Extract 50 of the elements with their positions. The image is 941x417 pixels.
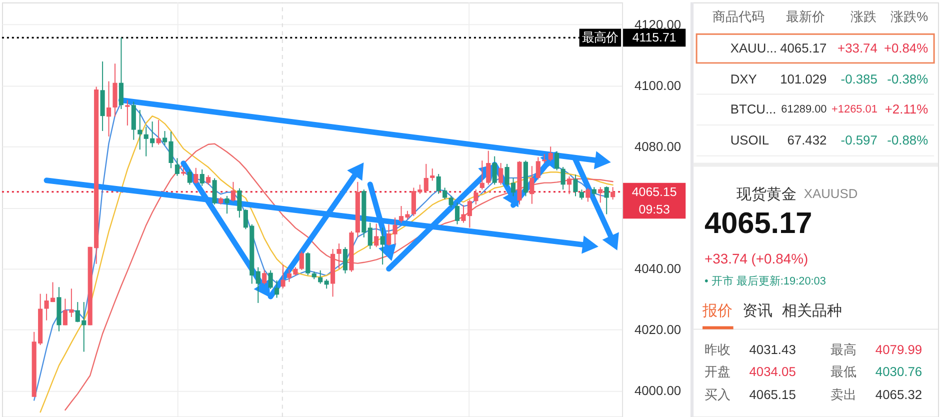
ref-line-label: 4065.15: [632, 184, 677, 199]
text: -0.88%: [887, 132, 929, 148]
text: 4065.15: [749, 386, 796, 402]
text: 67.432: [787, 132, 827, 148]
y-tick-label: 4040.00: [634, 260, 682, 276]
y-tick-label: 4100.00: [634, 78, 682, 94]
text: 现货黄金: [736, 186, 796, 204]
text: 最高: [830, 342, 857, 358]
text: +33.74: [838, 40, 878, 56]
text: 最低: [830, 364, 857, 379]
text: +0.84%: [884, 40, 929, 56]
text: +33.74 (+0.84%): [704, 250, 808, 267]
text: 相关品种: [782, 302, 842, 320]
text: USOIL: [730, 132, 770, 148]
text: • 开市 最后更新:19:20:03: [704, 274, 826, 288]
y-tick-label: 4000.00: [634, 382, 682, 398]
text: 4065.32: [875, 386, 922, 402]
text: 4034.05: [749, 364, 796, 379]
text: 101.029: [780, 71, 827, 86]
y-tick-label: 4020.00: [634, 322, 682, 337]
text: XAUU...: [730, 40, 777, 56]
text: 09:53: [638, 202, 670, 217]
text: 4065.17: [704, 206, 812, 240]
annotation: 最高价: [582, 30, 618, 45]
text: +2.11%: [884, 102, 929, 117]
text: 涨跌%: [890, 9, 929, 24]
ref-line-label: 4115.71: [632, 30, 676, 45]
text: 涨跌: [850, 9, 877, 24]
text: -0.385: [840, 71, 878, 86]
text: +1265.01: [832, 104, 878, 116]
text: 资讯: [742, 302, 772, 320]
text: 商品代码: [712, 9, 764, 24]
text: -0.38%: [887, 71, 929, 86]
text: 开盘: [704, 364, 731, 379]
text: 4030.76: [875, 364, 922, 379]
text: 61289.00: [781, 104, 827, 116]
text: 最新价: [786, 9, 825, 24]
text: 报价: [702, 302, 733, 320]
text: DXY: [730, 71, 758, 86]
text: 买入: [704, 386, 731, 402]
y-tick-label: 4120.00: [634, 17, 682, 32]
text: 4031.43: [749, 342, 796, 358]
text: 卖出: [830, 386, 857, 402]
text: 昨收: [704, 342, 731, 358]
y-tick-label: 4080.00: [634, 139, 682, 154]
text: 4065.17: [780, 40, 827, 56]
text: 4079.99: [875, 342, 922, 358]
text: BTCU...: [730, 102, 776, 117]
text: -0.597: [840, 132, 878, 148]
text: XAUUSD: [804, 186, 858, 202]
